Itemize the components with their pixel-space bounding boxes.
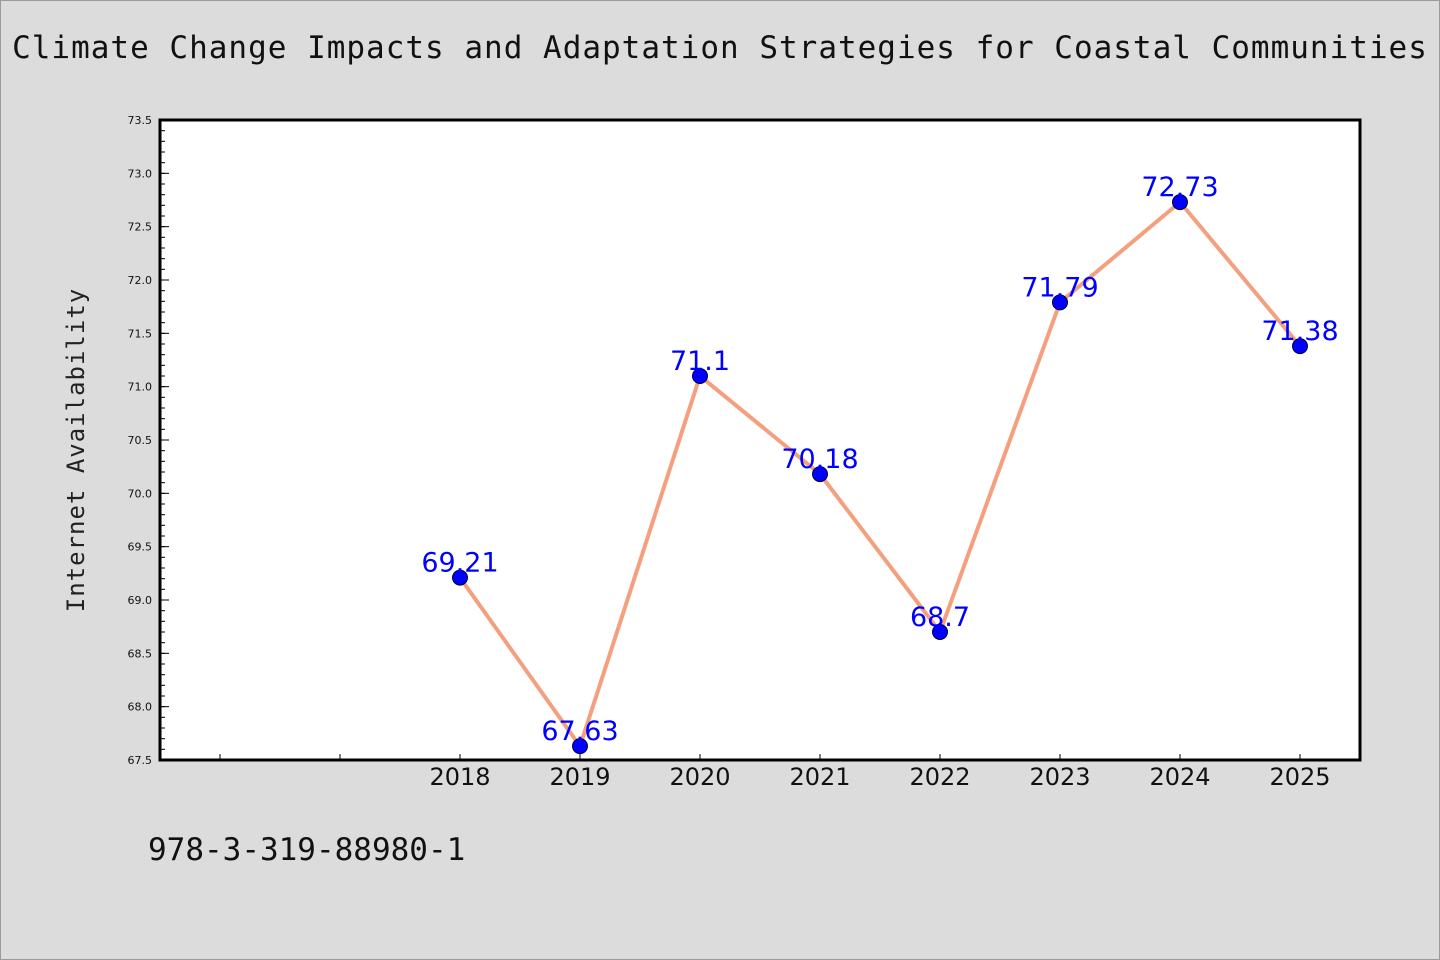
data-label: 70.18 (781, 444, 858, 475)
x-tick-label: 2023 (1029, 763, 1090, 791)
isbn-text: 978-3-319-88980-1 (148, 832, 466, 868)
data-label: 71.1 (670, 346, 730, 377)
data-point (1172, 194, 1188, 211)
data-point (452, 569, 468, 586)
plot-border (158, 118, 1362, 762)
data-label: 67.63 (541, 716, 618, 747)
series-line (458, 200, 1302, 749)
x-tick-label: 2024 (1149, 763, 1210, 791)
x-tick-label: 2022 (909, 763, 970, 791)
data-point (1052, 294, 1068, 311)
y-tick-label: 69.5 (128, 541, 153, 554)
data-markers (452, 194, 1308, 755)
y-tick-label: 68.0 (128, 701, 153, 714)
data-label: 69.21 (421, 548, 498, 579)
y-tick-label: 71.0 (128, 381, 153, 394)
y-tick-label: 70.0 (128, 487, 153, 500)
y-tick-label: 72.5 (128, 221, 153, 234)
y-tick-label: 73.5 (128, 114, 153, 127)
data-label: 71.79 (1021, 272, 1098, 303)
x-tick-label: 2021 (789, 763, 850, 791)
x-tick-label: 2025 (1269, 763, 1330, 791)
data-point (812, 466, 828, 483)
y-tick-label: 68.5 (128, 647, 153, 660)
x-tick-label: 2018 (429, 763, 490, 791)
data-point (572, 738, 588, 755)
data-labels: 69.21 67.63 71.1 70.18 68.7 71.79 72.73 71.38 (421, 172, 1338, 747)
x-tick-label: 2020 (669, 763, 730, 791)
y-axis-ticks: 67.5 68.0 68.5 69.0 69.5 70.0 70.5 71.0 71.5 72.0… (128, 114, 169, 767)
y-tick-label: 70.5 (128, 434, 153, 447)
x-axis-ticks: 2018 2019 2020 2021 2022 2023 2024 2025 (219, 754, 1331, 791)
data-label: 72.73 (1141, 172, 1218, 203)
plot-area (160, 120, 1360, 760)
x-tick-label: 2019 (549, 763, 610, 791)
chart-title: Climate Change Impacts and Adaptation St… (12, 30, 1428, 66)
data-point (1292, 338, 1308, 355)
y-tick-label: 69.0 (128, 594, 153, 607)
data-label: 71.38 (1261, 316, 1338, 347)
y-tick-label: 67.5 (128, 754, 153, 767)
y-tick-label: 71.5 (128, 327, 153, 340)
data-point (692, 368, 708, 384)
y-axis-label: Internet Availability (62, 288, 90, 612)
data-point (932, 624, 948, 640)
y-tick-label: 73.0 (128, 167, 153, 180)
y-tick-label: 72.0 (128, 274, 153, 287)
data-label: 68.7 (910, 602, 970, 633)
